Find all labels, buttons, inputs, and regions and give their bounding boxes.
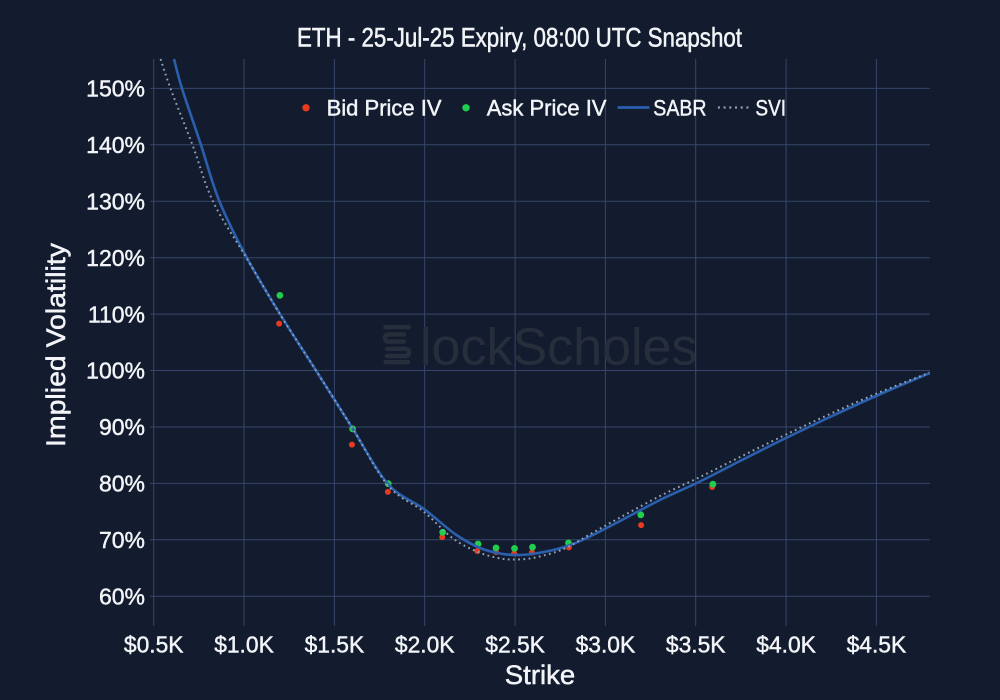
svg-text:120%: 120% bbox=[86, 245, 145, 271]
svg-text:SVI: SVI bbox=[755, 96, 786, 121]
svg-text:150%: 150% bbox=[86, 76, 145, 102]
svg-text:ETH - 25-Jul-25 Expiry, 08:00: ETH - 25-Jul-25 Expiry, 08:00 UTC Snapsh… bbox=[297, 23, 742, 53]
svg-text:$4.5K: $4.5K bbox=[847, 632, 907, 658]
svg-text:SABR: SABR bbox=[653, 96, 706, 121]
svg-text:$4.0K: $4.0K bbox=[756, 632, 816, 658]
svg-text:Ask Price IV: Ask Price IV bbox=[487, 96, 607, 121]
svg-text:80%: 80% bbox=[99, 471, 145, 497]
svg-text:140%: 140% bbox=[86, 132, 145, 158]
svg-text:60%: 60% bbox=[99, 584, 145, 610]
svg-text:110%: 110% bbox=[88, 301, 145, 327]
svg-text:130%: 130% bbox=[86, 189, 145, 215]
svg-text:$2.5K: $2.5K bbox=[485, 632, 545, 658]
svg-text:Strike: Strike bbox=[505, 660, 575, 690]
svg-text:$1.0K: $1.0K bbox=[214, 632, 274, 658]
svg-text:$3.5K: $3.5K bbox=[666, 632, 726, 658]
svg-text:lockScholes: lockScholes bbox=[420, 318, 697, 376]
svg-text:$0.5K: $0.5K bbox=[124, 632, 184, 658]
svg-text:70%: 70% bbox=[99, 527, 145, 553]
svg-text:Bid Price IV: Bid Price IV bbox=[327, 96, 442, 121]
svg-text:90%: 90% bbox=[99, 414, 145, 440]
svg-text:Implied Volatility: Implied Volatility bbox=[41, 242, 71, 447]
svg-text:100%: 100% bbox=[86, 358, 145, 384]
svg-text:$1.5K: $1.5K bbox=[305, 632, 365, 658]
svg-text:$2.0K: $2.0K bbox=[395, 632, 455, 658]
svg-text:$3.0K: $3.0K bbox=[576, 632, 636, 658]
